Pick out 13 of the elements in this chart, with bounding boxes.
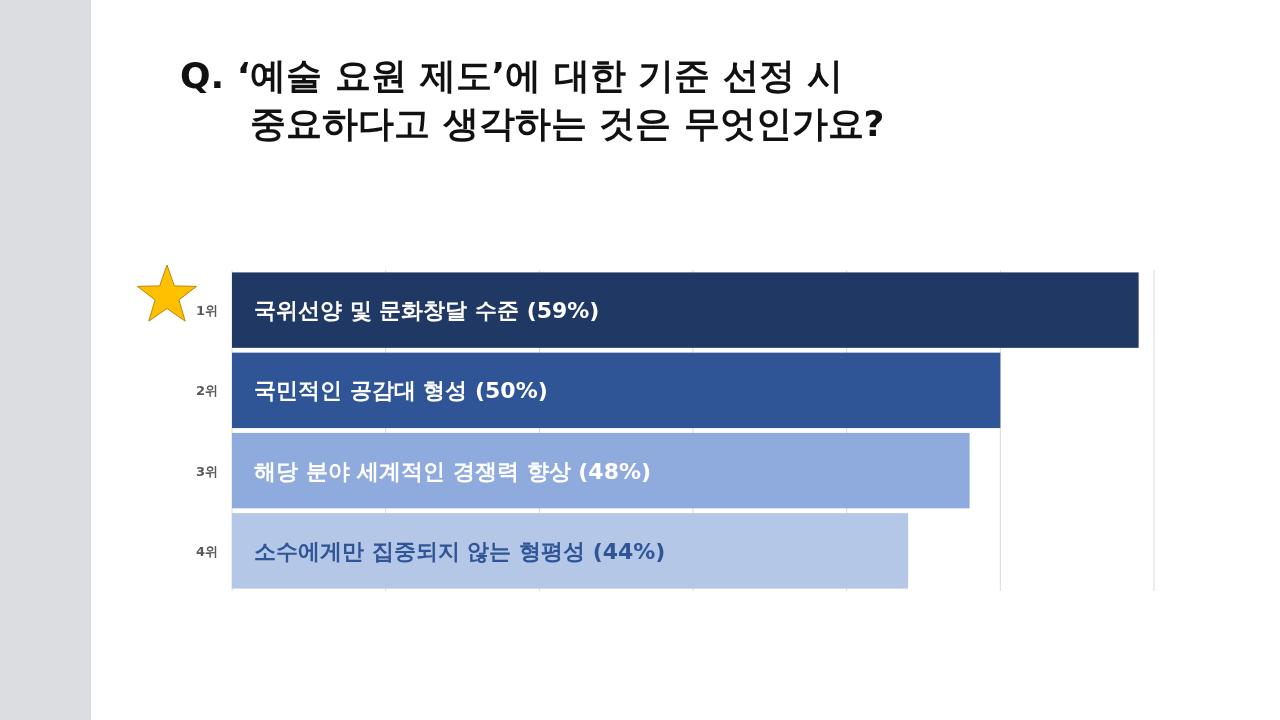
data-label: 해당 분야 세계적인 경쟁력 향상 (48%) <box>254 458 652 484</box>
y-tick-label: 1위 <box>195 303 218 319</box>
bar <box>232 352 1001 429</box>
data-label: 소수에게만 집중되지 않는 형평성 (44%) <box>254 538 666 564</box>
y-tick-label: 3위 <box>195 463 218 479</box>
y-tick-label: 2위 <box>195 383 218 399</box>
data-label: 국위선양 및 문화창달 수준 (59%) <box>254 298 600 324</box>
bar <box>232 513 909 589</box>
bar <box>232 432 970 509</box>
chart-title: Q. ‘예술 요원 제도’에 대한 기준 선정 시 중요하다고 생각하는 것은 무엇인가요? <box>180 55 885 144</box>
data-label: 국민적인 공감대 형성 (50%) <box>254 378 548 404</box>
bar <box>232 272 1139 348</box>
y-tick-label: 4위 <box>195 543 218 559</box>
